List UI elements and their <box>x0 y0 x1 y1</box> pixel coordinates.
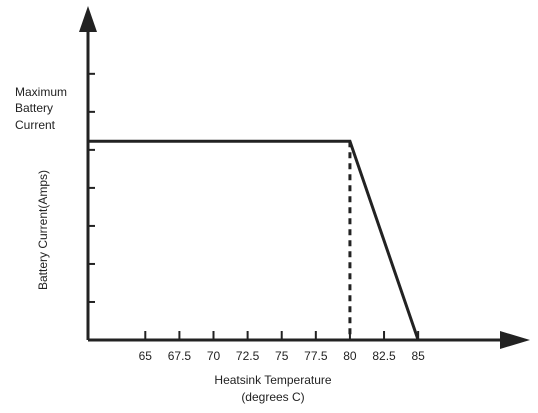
x-tick-label: 72.5 <box>236 349 260 363</box>
y-annotation-line-1: Maximum <box>15 85 67 99</box>
y-annotation-line-2: Battery <box>15 101 53 115</box>
x-tick-label: 75 <box>275 349 289 363</box>
y-annotation-line-3: Current <box>15 118 56 132</box>
x-axis-arrowhead <box>500 331 530 349</box>
y-annotation: Maximum Battery Current <box>15 85 67 132</box>
x-tick-label: 70 <box>207 349 221 363</box>
x-tick-label: 85 <box>411 349 425 363</box>
x-tick-label: 77.5 <box>304 349 328 363</box>
x-tick-label: 82.5 <box>372 349 396 363</box>
x-tick-labels: 65 67.5 70 72.5 75 77.5 80 82.5 85 <box>139 349 426 363</box>
ticks <box>88 72 420 340</box>
series <box>88 139 420 341</box>
x-tick-label: 67.5 <box>168 349 192 363</box>
axes <box>79 6 530 349</box>
y-axis-title: Battery Current(Amps) <box>36 170 50 290</box>
x-tick-label: 65 <box>139 349 153 363</box>
x-tick-label: 80 <box>343 349 357 363</box>
x-axis-title-line-1: Heatsink Temperature <box>214 373 331 387</box>
x-axis-title-line-2: (degrees C) <box>241 390 304 404</box>
y-axis-arrowhead <box>79 6 97 32</box>
series-line <box>88 139 420 341</box>
